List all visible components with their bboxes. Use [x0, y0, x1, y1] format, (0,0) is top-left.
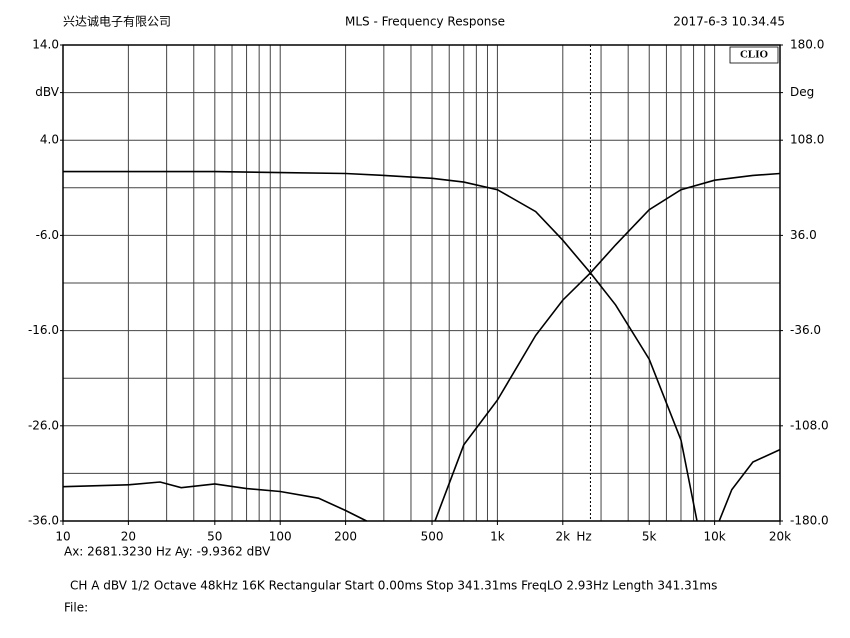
cursor-readout: Ax: 2681.3230 Hz Ay: -9.9362 dBV [64, 545, 271, 559]
x-tick-label: 10 [55, 530, 70, 544]
y-tick-label: -36.0 [28, 514, 59, 528]
chart-title: MLS - Frequency Response [345, 15, 505, 29]
x-tick-label: 5k [642, 530, 657, 544]
x-tick-label: 10k [704, 530, 726, 544]
file-line: File: [64, 601, 88, 615]
y2-tick-label: 108.0 [790, 133, 824, 147]
x-tick-label: 50 [207, 530, 222, 544]
header-left: 兴达诚电子有限公司 [63, 15, 171, 29]
y-tick-label: -26.0 [28, 418, 59, 432]
data-line [63, 170, 698, 522]
y2-tick-label: 36.0 [790, 228, 817, 242]
data-line [434, 172, 781, 522]
y-tick-label: 14.0 [32, 38, 59, 52]
y2-tick-label: -180.0 [790, 514, 829, 528]
plot-frame [62, 44, 781, 522]
x-tick-label: 20k [769, 530, 791, 544]
badge: CLIO [740, 49, 769, 61]
header-right: 2017-6-3 10.34.45 [673, 15, 785, 29]
x-tick-label: 2k [555, 530, 570, 544]
x-axis-label: Hz [576, 530, 591, 544]
y2-tick-label: Deg [790, 85, 814, 99]
badge-box [729, 46, 779, 64]
x-tick-label: 200 [334, 530, 357, 544]
y-tick-label: dBV [35, 85, 59, 99]
x-tick-label: 1k [490, 530, 505, 544]
data-line [718, 448, 781, 522]
y-tick-label: -6.0 [36, 228, 59, 242]
data-line [62, 481, 367, 522]
y-tick-label: -16.0 [28, 323, 59, 337]
x-tick-label: 500 [421, 530, 444, 544]
x-tick-label: 20 [121, 530, 136, 544]
x-tick-label: 100 [269, 530, 292, 544]
y2-tick-label: 180.0 [790, 38, 824, 52]
y2-tick-label: -36.0 [790, 323, 821, 337]
y-tick-label: 4.0 [40, 133, 59, 147]
y2-tick-label: -108.0 [790, 418, 829, 432]
settings-line: CH A dBV 1/2 Octave 48kHz 16K Rectangula… [70, 579, 717, 593]
